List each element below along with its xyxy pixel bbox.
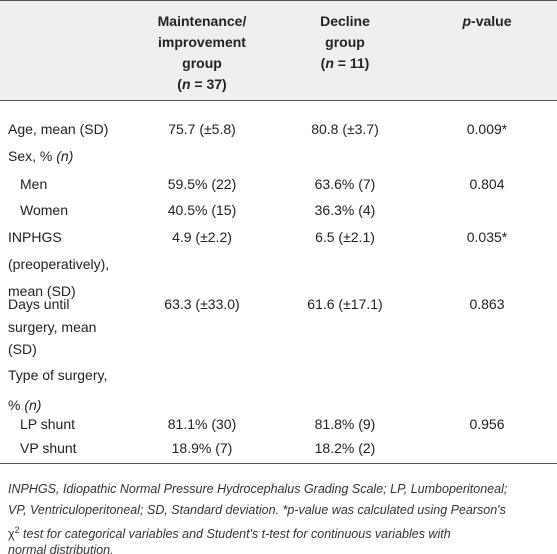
text-segment: n: [181, 76, 191, 92]
column-header: (n = 37): [52, 75, 352, 93]
cell: 18.2% (2): [314, 440, 376, 456]
row-label: Men: [20, 176, 48, 192]
text-segment: = 37): [190, 76, 227, 92]
column-header: (n = 11): [195, 54, 495, 72]
cell: 0.956: [469, 416, 505, 432]
cell: 81.1% (30): [167, 416, 237, 432]
text-segment: n: [325, 55, 334, 71]
text-segment: p: [462, 13, 472, 29]
column-header: Maintenance/: [157, 13, 247, 29]
text-segment: test for categorical variables and Stude…: [19, 527, 451, 542]
header-rule: [0, 100, 557, 101]
text-segment: (: [177, 76, 182, 92]
row-label: (preoperatively),: [8, 256, 110, 272]
column-header: p-value: [337, 12, 557, 30]
cell: 36.3% (4): [314, 202, 376, 218]
row-label: INPHGS: [8, 229, 62, 245]
text-segment: -value: [471, 13, 512, 29]
footnote: normal distribution.: [8, 543, 114, 554]
column-header: improvement: [158, 34, 246, 50]
row-label: Type of surgery,: [8, 367, 108, 383]
bottom-rule: [0, 463, 557, 464]
cell: 4.9 (±2.2): [172, 229, 232, 245]
column-header: group: [325, 34, 365, 50]
text-segment: (n): [24, 397, 42, 413]
cell: 80.8 (±3.7): [311, 121, 379, 137]
row-label: (SD): [8, 341, 37, 357]
cell: 18.9% (7): [171, 440, 233, 456]
text-segment: (: [320, 55, 326, 71]
cell: 0.804: [469, 176, 505, 192]
footnote: VP, Ventriculoperitoneal; SD, Standard d…: [8, 503, 506, 517]
row-label: VP shunt: [20, 440, 77, 456]
text-segment: Sex, %: [8, 148, 57, 164]
row-label: Age, mean (SD): [8, 121, 109, 137]
text-segment: χ: [8, 527, 15, 542]
cell: 6.5 (±2.1): [315, 229, 375, 245]
column-header: Decline: [320, 13, 370, 29]
cell: 81.8% (9): [314, 416, 376, 432]
text-segment: 2: [14, 525, 20, 535]
cell: 0.863: [469, 296, 505, 312]
cell: 0.009*: [466, 121, 508, 137]
cell: 59.5% (22): [167, 176, 237, 192]
cell: 40.5% (15): [167, 202, 237, 218]
text-segment: (n): [56, 148, 74, 164]
row-label: % (n): [8, 396, 41, 414]
column-header: group: [182, 55, 222, 71]
cell: 63.6% (7): [314, 176, 376, 192]
header-band: [0, 0, 557, 100]
row-label: Women: [20, 202, 68, 218]
cell: 75.7 (±5.8): [168, 121, 236, 137]
cell: 0.035*: [466, 229, 508, 245]
text-segment: %: [8, 397, 25, 413]
footnote: χ2 test for categorical variables and St…: [8, 521, 451, 543]
row-label: mean (SD): [8, 283, 76, 299]
cell: 61.6 (±17.1): [307, 296, 383, 312]
row-label: Sex, % (n): [8, 147, 73, 165]
footnote: INPHGS, Idiopathic Normal Pressure Hydro…: [8, 482, 508, 496]
text-segment: = 11): [333, 55, 370, 71]
row-label: LP shunt: [20, 416, 76, 432]
row-label: surgery, mean: [8, 318, 97, 335]
cell: 63.3 (±33.0): [164, 296, 240, 312]
row-label: Days until: [8, 296, 70, 312]
